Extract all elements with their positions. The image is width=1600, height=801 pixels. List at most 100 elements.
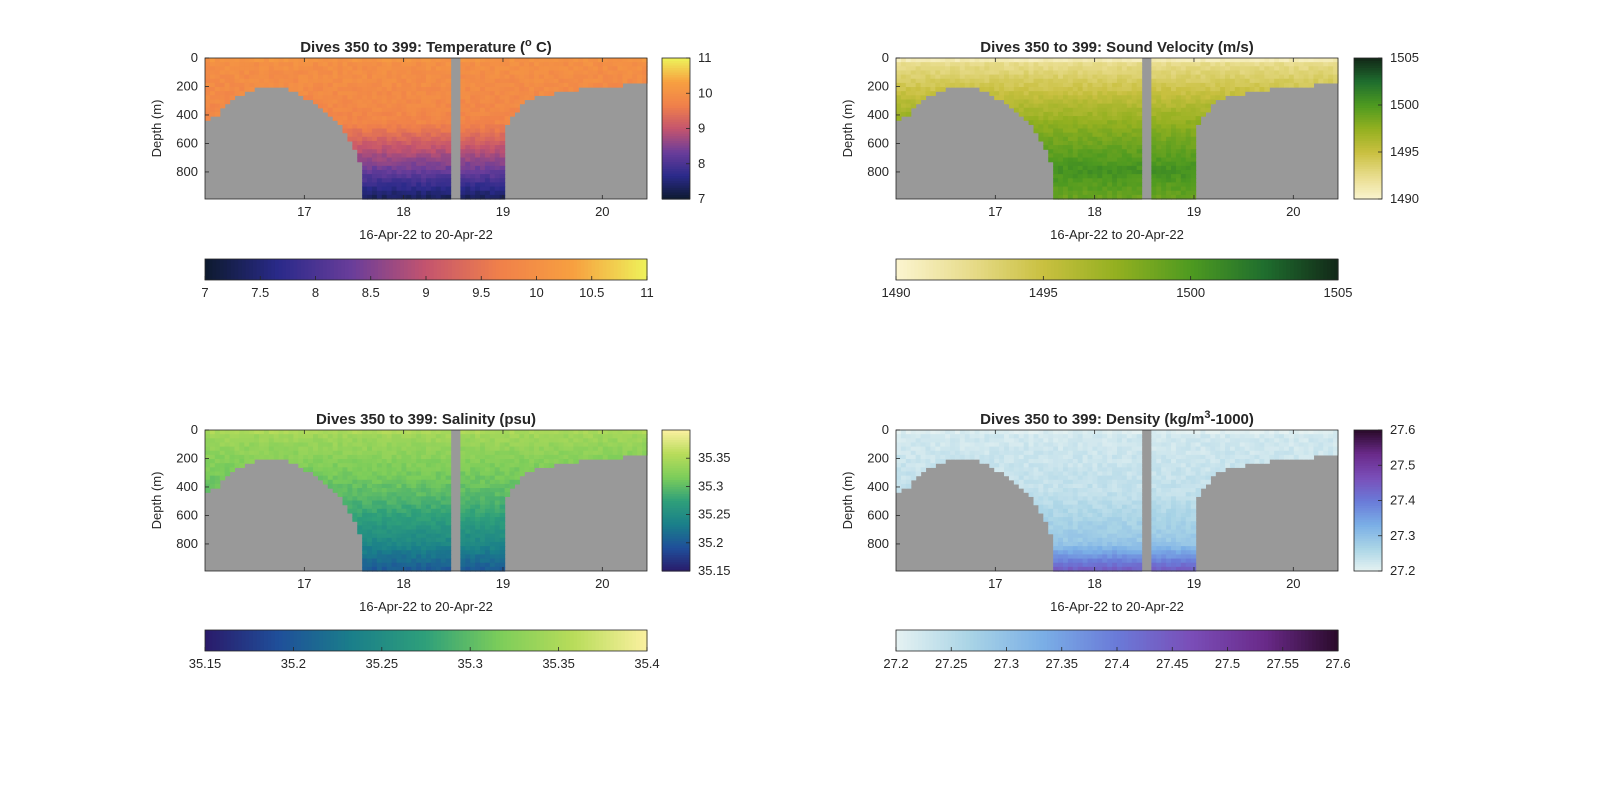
heatmap-cell: [367, 566, 373, 572]
heatmap-cell: [475, 446, 481, 452]
colorbar-swatch: [1354, 163, 1382, 167]
heatmap-cell: [362, 496, 368, 502]
colorbar-swatch: [558, 259, 563, 280]
heatmap-cell: [484, 136, 491, 142]
colorbar-swatch: [503, 259, 508, 280]
heatmap-cell: [1220, 95, 1226, 101]
colorbar-swatch: [1308, 259, 1313, 280]
heatmap-cell: [244, 434, 250, 439]
heatmap-cell: [1288, 66, 1295, 72]
heatmap-cell: [1131, 182, 1138, 188]
heatmap-cell: [426, 496, 432, 502]
heatmap-cell: [627, 74, 633, 80]
x-tick-label: 17: [297, 204, 311, 219]
heatmap-cell: [313, 74, 319, 80]
heatmap-cell: [915, 82, 922, 88]
colorbar-swatch: [1354, 154, 1382, 158]
heatmap-cell: [1190, 194, 1197, 200]
heatmap-cell: [1018, 62, 1025, 67]
heatmap-cell: [273, 434, 280, 439]
heatmap-cell: [1215, 78, 1221, 84]
heatmap-cell: [283, 454, 290, 460]
heatmap-cell: [386, 128, 393, 134]
heatmap-cell: [905, 87, 912, 92]
colorbar-swatch: [1354, 170, 1382, 174]
heatmap-cell: [484, 504, 491, 510]
heatmap-cell: [386, 492, 393, 497]
heatmap-cell: [401, 91, 407, 96]
colorbar-swatch: [525, 259, 530, 280]
heatmap-cell: [592, 82, 599, 88]
heatmap-cell: [406, 140, 412, 146]
heatmap-cell: [342, 475, 349, 481]
heatmap-cell: [519, 442, 525, 448]
heatmap-cell: [1107, 74, 1113, 80]
heatmap-cell: [1151, 78, 1157, 84]
heatmap-cell: [229, 87, 236, 92]
colorbar-swatch: [1117, 259, 1122, 280]
heatmap-cell: [313, 454, 319, 460]
colorbar-swatch: [921, 259, 927, 280]
heatmap-cell: [308, 82, 314, 88]
heatmap-cell: [1082, 132, 1089, 138]
heatmap-cell: [347, 124, 353, 130]
heatmap-cell: [1097, 128, 1103, 134]
colorbar-swatch: [1157, 259, 1162, 280]
heatmap-cell: [337, 475, 344, 481]
heatmap-cell: [494, 82, 501, 88]
heatmap-cell: [357, 471, 363, 477]
heatmap-cell: [401, 496, 407, 502]
colorbar-swatch: [1354, 166, 1382, 170]
heatmap-cell: [1107, 182, 1113, 188]
heatmap-cell: [1161, 153, 1167, 159]
heatmap-cell: [308, 70, 314, 76]
heatmap-cell: [1087, 132, 1094, 138]
heatmap-cell: [905, 103, 912, 109]
heatmap-cell: [337, 463, 344, 468]
heatmap-cell: [391, 521, 398, 526]
heatmap-cell: [1264, 62, 1270, 67]
colorbar-swatch: [1227, 259, 1232, 280]
heatmap-cell: [974, 58, 981, 63]
colorbar-swatch: [1301, 259, 1306, 280]
heatmap-cell: [494, 58, 501, 63]
heatmap-cell: [548, 459, 555, 464]
heatmap-cell: [1131, 62, 1138, 67]
heatmap-cell: [538, 442, 545, 448]
heatmap-cell: [489, 566, 496, 572]
heatmap-cell: [426, 165, 432, 171]
heatmap-cell: [465, 145, 471, 150]
colorbar-swatch: [662, 79, 690, 83]
heatmap-cell: [1033, 103, 1040, 109]
heatmap-cell: [254, 66, 260, 72]
heatmap-cell: [1200, 87, 1206, 92]
colorbar-swatch: [1035, 259, 1041, 280]
heatmap-cell: [205, 70, 211, 76]
heatmap-cell: [612, 82, 619, 88]
heatmap-cell: [209, 78, 216, 84]
heatmap-cell: [283, 446, 290, 452]
colorbar-swatch: [1354, 69, 1382, 73]
heatmap-cell: [1283, 62, 1290, 67]
heatmap-cell: [475, 178, 481, 184]
colorbar-swatch: [662, 95, 690, 99]
heatmap-cell: [1323, 78, 1329, 84]
heatmap-cell: [268, 66, 275, 72]
heatmap-cell: [1087, 124, 1094, 130]
heatmap-cell: [298, 87, 304, 92]
heatmap-cell: [1175, 78, 1182, 84]
heatmap-cell: [514, 479, 520, 485]
heatmap-cell: [1053, 70, 1059, 76]
heatmap-cell: [1200, 99, 1206, 105]
heatmap-cell: [244, 442, 250, 448]
heatmap-cell: [416, 149, 422, 154]
heatmap-cell: [362, 174, 368, 179]
heatmap-cell: [411, 430, 417, 435]
heatmap-cell: [1008, 62, 1015, 67]
heatmap-cell: [1097, 120, 1103, 125]
heatmap-cell: [426, 190, 432, 196]
heatmap-cell: [1244, 82, 1251, 88]
heatmap-cell: [1195, 103, 1202, 109]
heatmap-cell: [1077, 157, 1084, 163]
heatmap-cell: [499, 517, 506, 522]
